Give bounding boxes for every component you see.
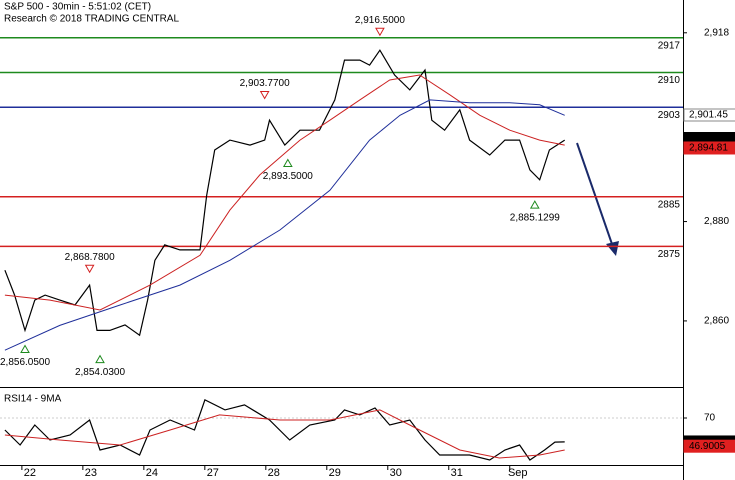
value-tag-label: 2,894.81 xyxy=(689,143,728,154)
extreme-marker xyxy=(20,344,30,354)
rsi-title: RSI14 - 9MA xyxy=(4,394,62,405)
value-tag-label: 2,901.45 xyxy=(689,110,728,121)
chart-subtitle: Research © 2018 TRADING CENTRAL xyxy=(4,14,179,25)
series-line xyxy=(4,99,565,351)
value-tag-label: 2,896.72 xyxy=(689,133,728,144)
x-tick-label: 27 xyxy=(207,467,219,479)
level-label: 2885 xyxy=(658,199,681,210)
value-tag-label: 46.9005 xyxy=(689,441,726,452)
level-label: 2917 xyxy=(658,40,681,51)
extreme-label: 2,903.7700 xyxy=(240,78,290,89)
x-tick-label: 28 xyxy=(268,467,280,479)
extreme-label: 2,885.1299 xyxy=(510,213,560,224)
series-line xyxy=(4,49,566,337)
value-tag xyxy=(683,141,735,155)
extreme-marker xyxy=(529,200,540,209)
level-label: 2910 xyxy=(658,75,681,86)
level-label: 2903 xyxy=(658,110,681,121)
level-label: 2875 xyxy=(658,249,681,260)
x-tick-label: 30 xyxy=(390,467,402,479)
extreme-marker xyxy=(84,264,95,274)
chart-title: S&P 500 - 30min - 5:51:02 (CET) xyxy=(4,2,151,13)
y-tick-label: 70 xyxy=(704,413,716,424)
y-tick-label: 2,880 xyxy=(704,216,729,227)
extreme-label: 2,868.7800 xyxy=(65,252,115,263)
extreme-label: 2,916.5000 xyxy=(355,15,405,26)
value-tag xyxy=(683,439,735,453)
y-tick-label: 2,918 xyxy=(704,27,729,38)
x-tick-label: 23 xyxy=(85,467,97,479)
extreme-marker xyxy=(95,354,105,364)
y-tick-label: 2,860 xyxy=(704,316,729,327)
series-line xyxy=(4,409,565,459)
extreme-label: 2,856.0500 xyxy=(0,357,50,368)
x-tick-label: 24 xyxy=(146,467,158,479)
series-line xyxy=(4,74,565,311)
extreme-label: 2,893.5000 xyxy=(263,171,313,182)
extreme-marker xyxy=(282,158,293,167)
x-tick-label: 22 xyxy=(24,467,36,479)
series-line xyxy=(4,399,565,461)
forecast-arrow xyxy=(576,142,619,256)
x-tick-label: 31 xyxy=(451,467,463,479)
x-tick-label: 29 xyxy=(329,467,341,479)
extreme-label: 2,854.0300 xyxy=(75,367,125,378)
extreme-marker xyxy=(259,90,270,100)
value-tag xyxy=(683,108,735,122)
x-tick-label: Sep xyxy=(508,467,528,479)
extreme-marker xyxy=(375,27,385,37)
